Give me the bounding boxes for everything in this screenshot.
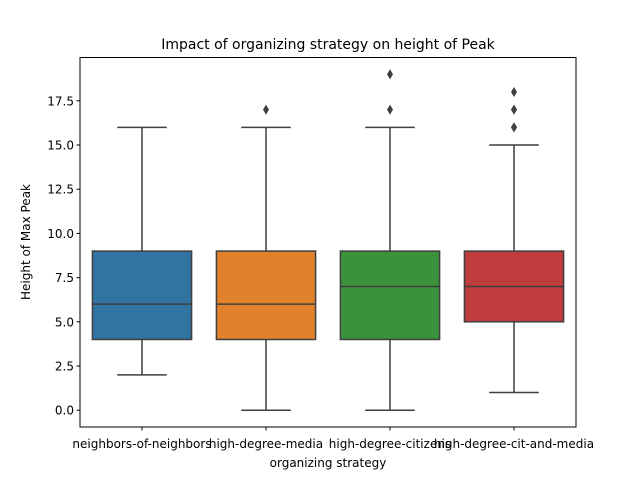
outlier-point	[511, 122, 517, 133]
y-axis: 0.0 2.5 5.0 7.5 10.0 12.5 15.0 17.5	[47, 94, 80, 418]
box-high-degree-media	[215, 104, 317, 411]
box-high-degree-citizens	[339, 69, 441, 411]
outlier-point	[387, 104, 393, 115]
x-tick-label: high-degree-media	[209, 437, 323, 451]
y-tick-label: 17.5	[47, 94, 74, 108]
x-axis-label: organizing strategy	[270, 456, 387, 470]
x-tick-label: neighbors-of-neighbors	[72, 437, 211, 451]
y-tick-label: 7.5	[55, 271, 74, 285]
chart-title: Impact of organizing strategy on height …	[161, 37, 495, 53]
outlier-point	[511, 86, 517, 97]
box-high-degree-cit-and-media	[463, 86, 565, 394]
iqr-box	[215, 250, 317, 341]
box-neighbors-of-neighbors	[91, 126, 193, 376]
x-tick-label: high-degree-cit-and-media	[434, 437, 594, 451]
y-axis-label: Height of Max Peak	[19, 184, 33, 300]
iqr-box	[339, 250, 441, 341]
outlier-point	[387, 69, 393, 80]
y-tick-label: 0.0	[55, 404, 74, 418]
outlier-point	[263, 104, 269, 115]
outlier-point	[511, 104, 517, 115]
plot-area	[91, 69, 565, 411]
x-tick-label: high-degree-citizens	[329, 437, 451, 451]
y-tick-label: 10.0	[47, 227, 74, 241]
y-tick-label: 2.5	[55, 360, 74, 374]
iqr-box	[91, 250, 193, 341]
y-tick-label: 5.0	[55, 315, 74, 329]
y-tick-label: 12.5	[47, 183, 74, 197]
y-tick-label: 15.0	[47, 139, 74, 153]
plot-frame	[79, 57, 577, 428]
